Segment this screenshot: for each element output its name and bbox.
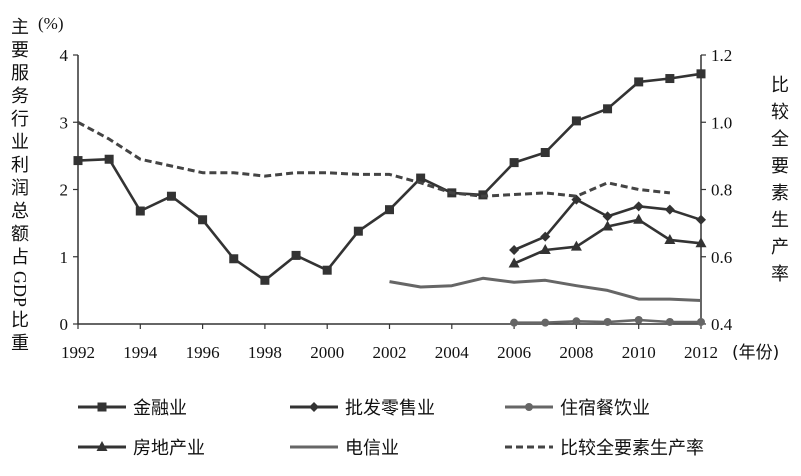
point-marker-0 [260,275,270,285]
point-marker-0 [104,154,114,164]
legend-label: 比较全要素生产率 [560,438,704,459]
axis-title-char: 占 [11,247,29,268]
point-marker-2 [541,318,550,327]
point-marker-2 [510,318,519,327]
x-tick-label: 1992 [61,343,95,362]
axis-title-char: 润 [11,178,29,199]
y-left-tick-label: 3 [60,113,69,132]
point-marker-1 [540,231,551,242]
point-marker-2 [603,317,612,326]
point-marker-2 [665,317,674,326]
y-right-tick-label: 0.8 [711,181,732,200]
point-marker-0 [198,215,208,225]
point-marker-legend-3 [96,441,108,451]
point-marker-3 [508,257,520,268]
y-axis-left-title: 主要服务行业利润总额占 GDP 比重 [6,16,34,355]
legend-label: 房地产业 [133,438,205,459]
y-left-tick-label: 1 [60,248,69,267]
point-marker-0 [322,265,332,275]
point-marker-0 [135,206,145,216]
point-marker-0 [540,148,550,158]
axis-title-char: 比 [11,310,29,332]
point-marker-0 [353,226,363,236]
y-left-tick-label: 2 [60,181,69,200]
point-marker-0 [229,254,239,264]
point-marker-0 [696,69,706,79]
point-marker-3 [633,213,645,224]
y-axis-right-title: 比较全要素生产率 [765,72,795,288]
x-tick-label: 2000 [310,343,344,362]
point-marker-legend-1 [309,402,319,412]
axis-title-char: 利 [11,155,29,176]
point-marker-3 [695,237,707,248]
point-marker-0 [571,116,581,126]
axis-title-char: 主 [11,17,29,38]
x-tick-label: 1996 [186,343,220,362]
point-marker-0 [509,158,519,168]
axis-title-char: 要 [771,156,789,177]
legend-label: 批发零售业 [345,398,435,419]
axis-title-gdp: GDP [10,271,30,308]
series-line-4 [389,276,702,302]
axis-title-char: 业 [11,132,29,153]
x-tick-label: 2008 [559,343,593,362]
axis-title-char: 较 [771,102,789,123]
axis-title-char: 率 [771,264,789,285]
point-marker-0 [634,77,644,87]
point-marker-1 [664,204,675,215]
legend-label: 住宿餐饮业 [560,398,650,419]
x-tick-label: 1998 [248,343,282,362]
point-marker-2 [697,317,705,326]
point-marker-2 [634,315,643,324]
y-right-tick-label: 0.4 [711,315,733,334]
point-marker-0 [73,156,83,166]
point-marker-1 [602,211,613,222]
legend-label: 电信业 [345,438,399,459]
point-marker-3 [664,233,676,244]
y-right-tick-label: 1.2 [711,46,732,65]
axis-title-char: 产 [771,237,789,258]
point-marker-3 [602,220,614,231]
point-marker-0 [166,191,176,201]
axis-title-char: 素 [771,183,789,204]
axis-title-char: 行 [11,109,29,130]
point-marker-2 [572,317,581,326]
y-right-tick-label: 0.6 [711,248,732,267]
point-marker-1 [633,201,644,212]
y-left-tick-label: 0 [60,315,69,334]
axis-title-char: 重 [11,333,29,355]
legend-label: 金融业 [133,398,187,419]
axis-title-char: 全 [771,129,789,150]
x-tick-label: 1994 [123,343,158,362]
y-left-tick-label: 4 [60,46,69,65]
x-tick-label: 2002 [373,343,407,362]
point-marker-0 [291,250,301,260]
x-axis-label: (年份) [732,343,779,363]
x-tick-label: 2006 [497,343,531,362]
axis-title-char: 服 [11,63,29,84]
x-tick-label: 2004 [435,343,470,362]
point-marker-1 [509,245,520,256]
axis-title-char: 总 [11,201,29,222]
point-marker-1 [696,214,706,225]
axis-title-char: 要 [11,40,29,61]
y-right-tick-label: 1.0 [711,113,732,132]
point-marker-legend-2 [525,403,533,411]
y-left-unit-label: (%) [38,14,63,33]
x-tick-label: 2010 [622,343,656,362]
point-marker-legend-0 [97,402,107,412]
point-marker-0 [603,104,613,114]
point-marker-3 [539,244,551,255]
series-line-5 [77,120,671,198]
x-tick-label: 2012 [684,343,718,362]
point-marker-3 [570,240,582,251]
axis-title-char: 务 [11,86,29,107]
axis-title-char: 生 [771,210,789,231]
point-marker-0 [385,205,394,215]
point-marker-0 [416,173,426,183]
axis-title-char: 额 [11,224,29,245]
axis-title-char: 比 [771,75,789,96]
point-marker-0 [665,74,675,84]
